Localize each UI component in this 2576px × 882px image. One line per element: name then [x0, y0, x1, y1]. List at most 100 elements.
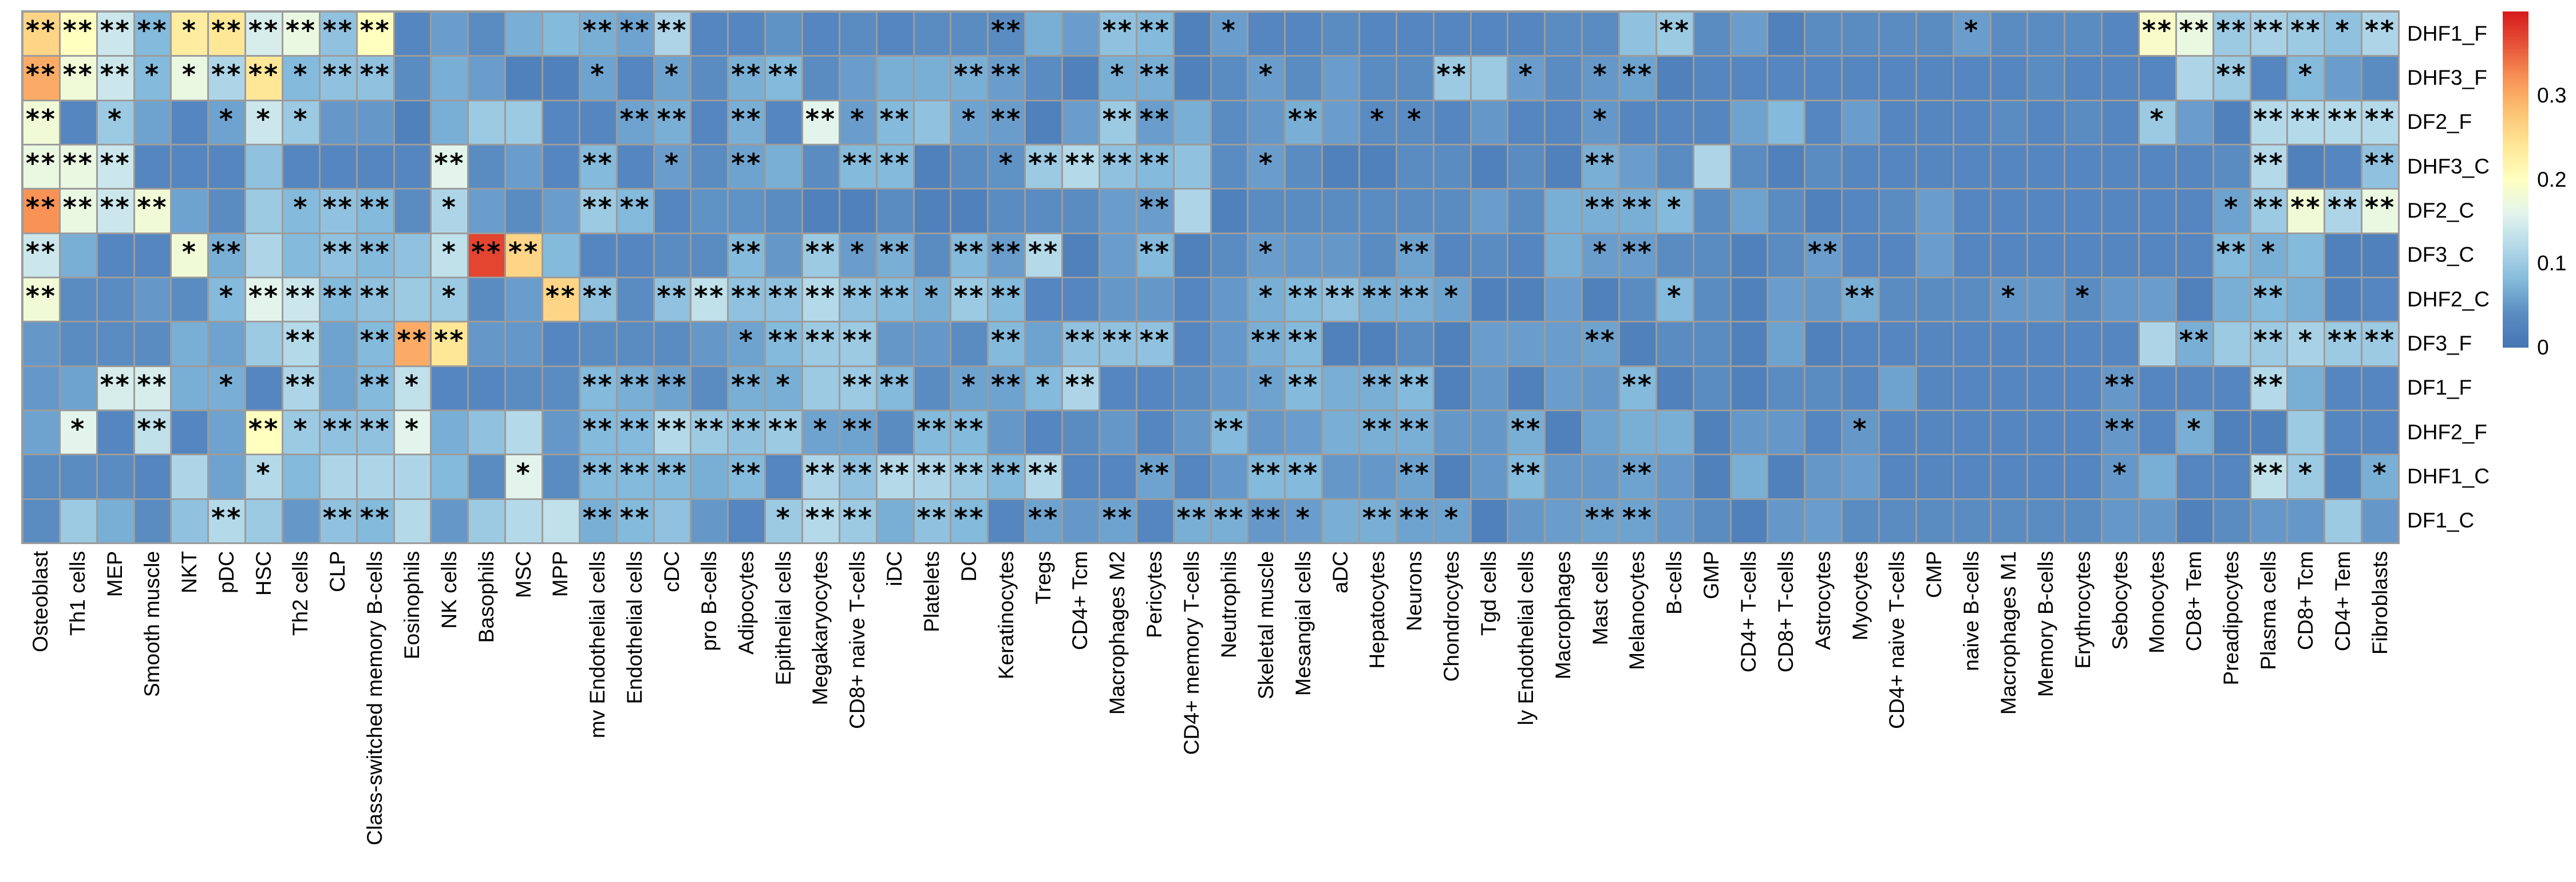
heatmap-cell	[2361, 277, 2399, 322]
heatmap-cell: **	[1136, 233, 1174, 278]
heatmap-cell: **	[430, 321, 469, 367]
significance-marker: **	[1065, 325, 1097, 356]
heatmap-cell: **	[2361, 100, 2399, 145]
heatmap-cell: **	[950, 277, 989, 322]
heatmap-cell	[1470, 233, 1508, 278]
heatmap-cell: **	[1210, 410, 1249, 455]
col-label: Macrophages	[1551, 551, 1575, 680]
heatmap-cell: **	[1247, 498, 1286, 544]
heatmap-cell	[1544, 233, 1583, 278]
significance-marker: **	[1288, 325, 1319, 356]
heatmap-cell: **	[1247, 454, 1286, 499]
col-label: Preadipocytes	[2219, 551, 2243, 686]
significance-marker: **	[582, 15, 614, 46]
heatmap-cell: **	[765, 410, 803, 455]
significance-marker: **	[842, 414, 874, 444]
heatmap-cell	[1507, 321, 1546, 367]
heatmap-cell: **	[616, 365, 654, 411]
heatmap-cell	[2101, 233, 2139, 278]
heatmap-cell	[2324, 454, 2362, 499]
heatmap-cell	[208, 321, 246, 367]
significance-marker: *	[2112, 458, 2128, 489]
significance-marker: **	[731, 148, 762, 179]
significance-marker: **	[1139, 236, 1171, 267]
heatmap-cell: **	[22, 11, 60, 57]
heatmap-cell	[913, 233, 951, 278]
heatmap-cell	[876, 188, 914, 234]
heatmap-cell: **	[1285, 277, 1323, 322]
significance-marker: **	[100, 369, 131, 400]
heatmap-cell: **	[208, 56, 246, 101]
col-label: Tgd cells	[1476, 551, 1500, 636]
colorbar-tick-label: 0.1	[2537, 251, 2567, 275]
significance-marker: **	[582, 281, 614, 312]
col-label: Osteoblast	[29, 551, 53, 652]
significance-marker: *	[256, 103, 272, 135]
significance-marker: **	[1399, 281, 1431, 312]
heatmap-cell	[1656, 100, 1694, 145]
heatmap-cell	[1953, 144, 1991, 190]
heatmap-cell	[1990, 498, 2028, 544]
heatmap-cell	[245, 144, 283, 190]
heatmap-cell: *	[1247, 365, 1286, 411]
heatmap-cell: *	[653, 144, 692, 190]
col-label: Adipocytes	[734, 551, 758, 655]
heatmap-cell	[1136, 365, 1174, 411]
significance-marker: *	[1667, 192, 1683, 223]
heatmap-cell	[1618, 410, 1657, 455]
heatmap-cell	[319, 144, 357, 190]
heatmap-cell	[1953, 233, 1991, 278]
significance-marker: **	[916, 414, 948, 444]
heatmap-cell	[171, 321, 209, 367]
heatmap-cell	[987, 498, 1026, 544]
heatmap-cell	[1025, 410, 1063, 455]
heatmap-cell: **	[96, 56, 135, 101]
heatmap-cell	[1062, 11, 1100, 57]
significance-marker: **	[1622, 458, 1653, 489]
heatmap-cell	[2064, 233, 2103, 278]
colorbar-tick-label: 0.2	[2537, 167, 2567, 191]
col-label: Endothelial cells	[623, 551, 647, 704]
heatmap-cell	[802, 188, 840, 234]
heatmap-cell	[2101, 321, 2139, 367]
significance-marker: **	[1102, 15, 1133, 46]
heatmap-cell: **	[2175, 321, 2214, 367]
col-label: aDC	[1328, 551, 1352, 594]
significance-marker: **	[842, 148, 874, 179]
heatmap-cell	[1842, 11, 1879, 57]
significance-marker: **	[1102, 148, 1133, 179]
heatmap-cell	[1173, 321, 1211, 367]
heatmap-cell	[876, 410, 914, 455]
heatmap-cell: **	[1285, 100, 1323, 145]
heatmap-cell	[1582, 11, 1619, 57]
heatmap-cell	[208, 454, 246, 499]
significance-marker: **	[731, 59, 762, 90]
heatmap-cell	[468, 454, 506, 499]
significance-marker: **	[322, 192, 354, 223]
significance-marker: **	[1139, 192, 1171, 223]
col-label: Hepatocytes	[1365, 551, 1389, 669]
heatmap-cell	[1433, 410, 1471, 455]
heatmap-cell	[1173, 100, 1211, 145]
heatmap-cell	[2101, 498, 2139, 544]
heatmap-cell: **	[579, 144, 617, 190]
significance-marker: *	[293, 192, 309, 223]
significance-marker: **	[1844, 281, 1876, 312]
heatmap-cell	[1804, 277, 1843, 322]
heatmap-cell	[2064, 144, 2103, 190]
heatmap-cell: *	[2287, 56, 2325, 101]
significance-marker: *	[1593, 103, 1609, 135]
heatmap-cell: **	[653, 410, 692, 455]
significance-marker: **	[619, 369, 651, 400]
heatmap-cell	[1953, 454, 1991, 499]
heatmap-cell	[1247, 100, 1286, 145]
heatmap-cell: **	[356, 498, 394, 544]
significance-marker: **	[842, 369, 874, 400]
heatmap-cell	[356, 454, 394, 499]
heatmap-cell	[1990, 188, 2028, 234]
significance-marker: **	[1585, 148, 1617, 179]
significance-marker: **	[657, 414, 688, 444]
heatmap-cell	[505, 410, 543, 455]
heatmap-cell	[2101, 144, 2139, 190]
heatmap-cell: **	[1618, 188, 1657, 234]
